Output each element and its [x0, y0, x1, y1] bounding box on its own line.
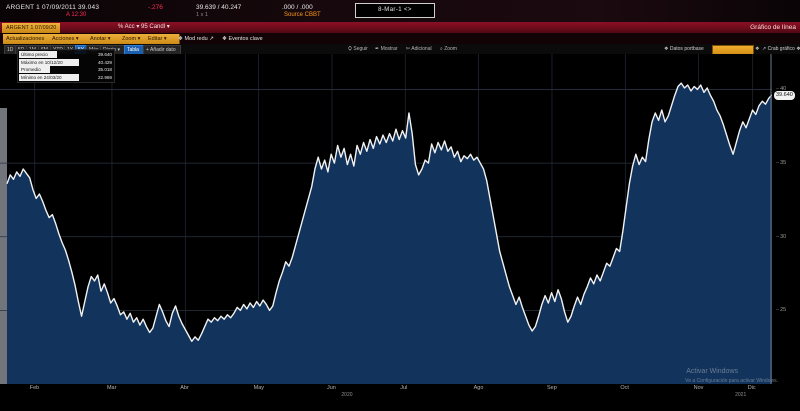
function-row-text-0[interactable]: ❖ Mod redu ↗	[178, 35, 214, 42]
legend-row-2: Promedio	[19, 66, 50, 73]
chart-legend: Último precio 39.640 Máximo en 10/12/20 40.…	[17, 49, 115, 83]
volume: .000 / .000	[282, 4, 313, 11]
chart-right-tool-1[interactable]: ❖	[755, 45, 760, 52]
range-selector[interactable]: 8-Mar-1 <>	[355, 3, 435, 18]
price-area-fill	[7, 83, 772, 384]
price-line-chart[interactable]	[0, 54, 772, 384]
legend-label-0: Último precio	[19, 51, 57, 58]
legend-value-1: 40.429	[97, 59, 112, 65]
menu-center-options[interactable]: % Acc ▾ 95 Candl ▾	[118, 24, 170, 30]
y-tick-1: –30	[776, 233, 787, 240]
y-tick-3: –40	[776, 86, 787, 93]
windows-watermark-subtitle: Ve a Configuración para activar Windows.	[685, 378, 778, 384]
x-tick-0: Feb	[29, 385, 40, 391]
chart-tool-3[interactable]: ⌕ Zoom	[440, 45, 457, 52]
x-tick-6: Ago	[473, 385, 484, 391]
chart-right-tool-2[interactable]: ↗ Crab gráfico ❖	[762, 45, 800, 52]
price-line	[6, 82, 772, 342]
x-tick-1: Mar	[106, 385, 117, 391]
x-tick-5: Jul	[400, 385, 408, 391]
chart-type-label: Gráfico de línea	[750, 24, 796, 31]
chart-tool-2[interactable]: ✄ Adicional	[406, 45, 432, 52]
bid-ask-size: 1 x 1	[196, 12, 208, 18]
bottom-bar	[0, 400, 800, 411]
function-button-1[interactable]: Acciones ▾	[49, 33, 92, 44]
last-price-tag: 39.640	[774, 90, 795, 100]
y-tick-2: –35	[776, 160, 787, 167]
x-tick-4: Jun	[326, 385, 336, 391]
chart-tool-0[interactable]: ⛭ Seguir	[348, 45, 368, 52]
legend-row-0: Último precio	[19, 51, 57, 58]
legend-value-3: 22.969	[97, 74, 112, 80]
function-button-4[interactable]: Editar ▾	[145, 33, 180, 44]
function-row-text-1[interactable]: ❖ Eventos clave	[222, 35, 263, 42]
price-change: -.276	[148, 4, 163, 11]
legend-value-2: 35.018	[97, 67, 112, 72]
x-tick-3: May	[253, 385, 264, 391]
x-tick-9: Nov	[693, 385, 704, 391]
chart-right-tool-0[interactable]: ❖ Datos portbase	[664, 45, 704, 52]
security-ticker: ARGENT 1 07/09/2011 39.043	[6, 4, 100, 11]
x-tick-8: Oct	[620, 385, 629, 391]
x-tick-10: Dic	[747, 385, 756, 391]
x-year-0: 2020	[341, 392, 353, 398]
x-year-1: 2021	[735, 392, 747, 398]
chart-toolbar-row	[0, 44, 800, 54]
range-selector-label: 8-Mar-1 <>	[378, 7, 412, 13]
chart-tool-1[interactable]: ✒ Mostrar	[375, 45, 398, 52]
function-button-row	[0, 33, 800, 44]
x-tick-7: Sep	[546, 385, 557, 391]
windows-watermark-title: Activar Windows	[686, 368, 738, 375]
x-tick-2: Abr	[180, 385, 189, 391]
menu-bar	[0, 22, 800, 33]
menu-security-tab[interactable]: ARGENT 1 07/09/20	[2, 22, 61, 33]
y-axis: –25 –30 –35 –40 39.640	[772, 54, 800, 384]
as-of-time: A 12:30	[66, 12, 87, 18]
chart-left-edge	[0, 108, 7, 411]
legend-label-1: Máximo en 10/12/20	[19, 58, 79, 66]
x-axis: Feb Mar Abr May Jun Jul Ago Sep Oct Nov Dic 2020 20…	[0, 384, 800, 400]
legend-label-2: Promedio	[19, 66, 50, 73]
legend-value-0: 39.640	[97, 52, 112, 57]
function-button-0[interactable]: Actualizaciones	[3, 33, 54, 44]
legend-row-1: Máximo en 10/12/20	[19, 58, 79, 66]
legend-label-3: Mínimo en 24/03/20	[19, 73, 79, 81]
y-tick-0: –25	[776, 307, 787, 314]
quote-header-bar: ARGENT 1 07/09/2011 39.043 A 12:30 -.276…	[0, 0, 800, 22]
chart-container: –25 –30 –35 –40 39.640	[0, 54, 800, 411]
source-label: Source CBBT	[284, 12, 321, 18]
legend-row-3: Mínimo en 24/03/20	[19, 73, 79, 81]
bid-ask: 39.639 / 40.247	[196, 4, 242, 11]
